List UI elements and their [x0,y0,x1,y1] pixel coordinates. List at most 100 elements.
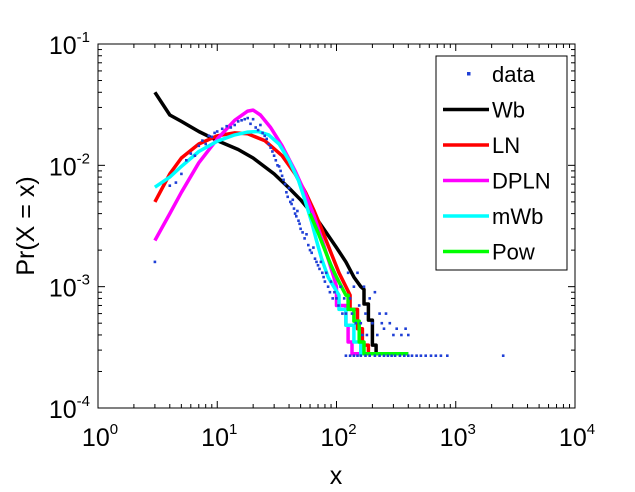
y-tick-label: 10-3 [49,272,90,303]
data-point [328,290,332,294]
series-lines [153,91,409,356]
data-point [197,144,201,148]
data-point [322,275,325,279]
x-tick-label: 102 [320,421,356,452]
data-point [400,333,403,337]
data-point [361,333,364,337]
data-point [371,321,374,325]
data-point [393,354,397,357]
data-point [321,271,324,275]
data-point [233,123,236,127]
data-point [313,257,317,260]
data-point [276,164,279,167]
data-point [289,200,292,204]
data-point [434,354,438,357]
data-point [271,150,274,153]
data-point [256,128,260,132]
data-point [392,333,395,337]
data-point [207,134,211,138]
data-point [292,207,296,210]
data-point [364,312,367,315]
data-point [269,146,272,149]
series-line-mwb [153,129,409,356]
data-point [368,354,371,357]
data-point [403,354,406,357]
series-line-ln [153,131,409,356]
data-point [274,159,278,162]
data-point [319,260,323,264]
data-point [446,354,449,357]
data-point [168,184,172,187]
data-point [356,271,359,275]
data-point [407,354,410,357]
data-point [439,354,443,357]
data-point [299,227,302,231]
data-point [293,212,297,215]
data-point [326,285,330,288]
data-point [251,117,255,121]
data-point [404,327,407,330]
data-point [296,209,299,213]
data-point [295,215,298,218]
data-point [249,122,252,126]
data-point [229,126,233,129]
data-point [290,202,293,206]
data-point [390,354,393,357]
data-point [359,321,363,325]
data-point [324,271,328,275]
data-point [344,354,348,357]
data-point [346,271,350,275]
x-tick-label: 104 [559,421,595,452]
data-point [424,354,427,357]
tick-marks [97,43,576,409]
x-tick-label: 101 [201,421,237,452]
legend-label-pow: Pow [492,240,535,265]
data-point [429,354,433,357]
data-point [185,159,188,162]
data-point [316,264,320,267]
data-point [243,117,246,121]
data-point [333,290,336,294]
data-point [297,219,300,222]
data-point [307,243,310,247]
y-tick-label: 10-2 [49,150,90,181]
x-tick-label: 100 [82,421,118,452]
data-point [318,267,321,271]
data-point [329,280,333,283]
legend: data Wb LN DPLN mWb Pow [435,55,568,271]
data-point [378,354,381,357]
data-point [315,260,318,264]
data-point [378,312,381,315]
data-point [386,354,390,357]
data-point [308,248,312,252]
data-point [365,333,369,337]
data-point [352,354,356,357]
data-point [407,333,410,337]
data-point [352,285,356,288]
data-point [362,285,366,288]
legend-label-wb: Wb [492,98,525,123]
data-point [210,135,214,139]
data-point [220,127,224,131]
y-tick-label: 10-1 [49,29,90,60]
data-point [254,126,257,129]
data-point [388,321,392,325]
data-point [415,354,418,357]
data-point [180,172,183,176]
legend-marker-data [467,72,471,76]
data-point [380,321,384,325]
data-point [189,152,193,155]
data-point [201,139,204,142]
data-point [382,327,386,330]
series-line-pow [308,212,409,356]
data-point [395,327,398,330]
data-point [339,285,342,288]
data-point [368,297,371,300]
data-point [337,304,340,307]
data-point [261,131,264,135]
data-point [312,246,315,249]
data-point [215,130,219,133]
data-point [213,131,216,135]
data-point [298,222,301,226]
